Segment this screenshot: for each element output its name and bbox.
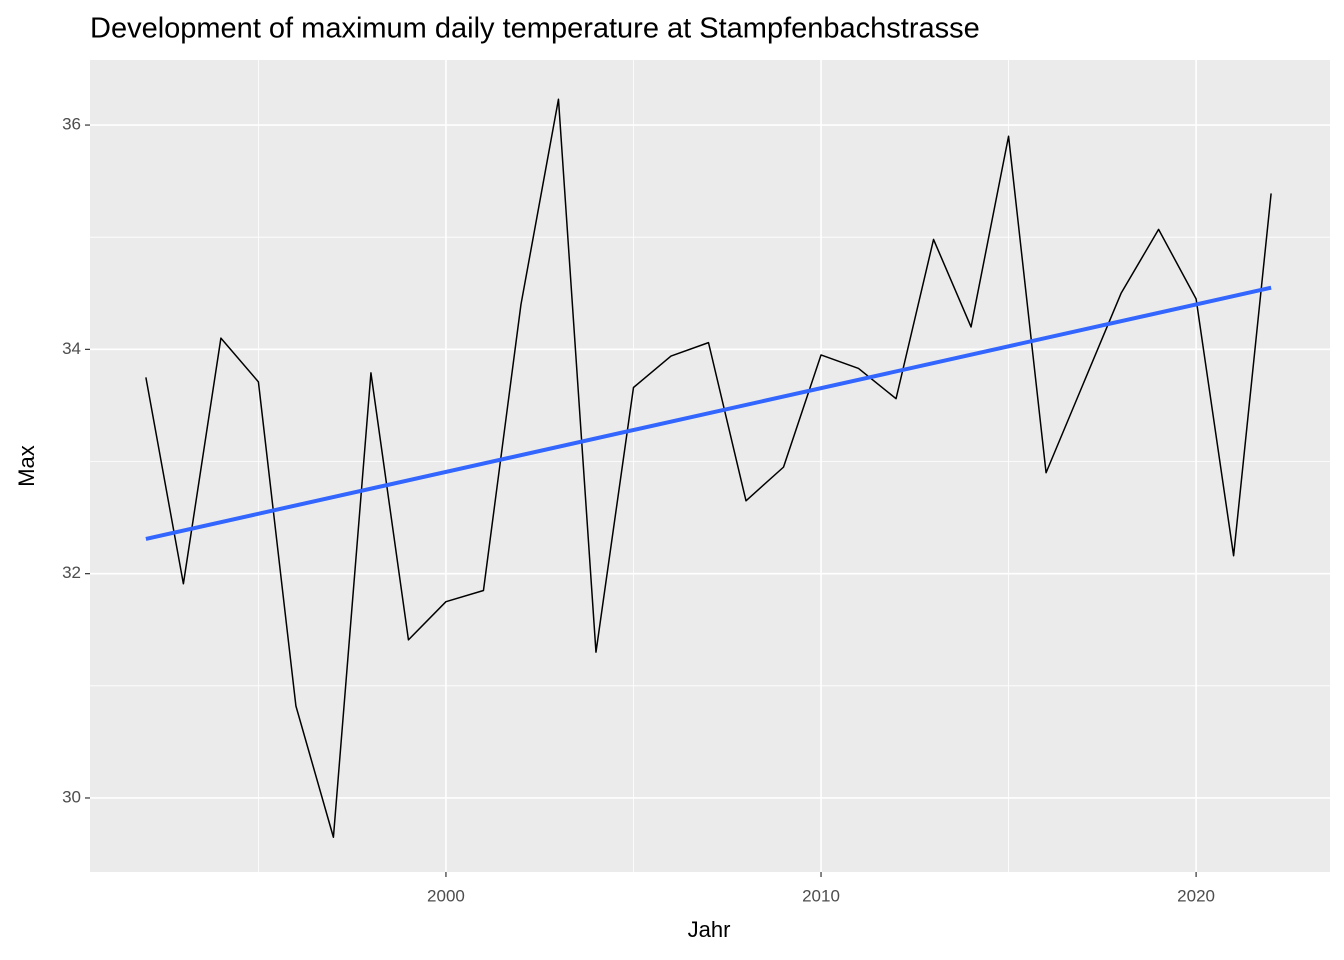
panel	[90, 60, 1330, 872]
y-tick-label: 32	[62, 563, 81, 582]
trend-line	[145, 285, 1272, 541]
y-tick-label: 36	[62, 115, 81, 134]
x-tick-label: 2010	[802, 886, 840, 905]
x-tick-label: 2020	[1177, 886, 1215, 905]
x-axis-title: Jahr	[688, 917, 731, 942]
x-tick-label: 2000	[427, 886, 465, 905]
line	[145, 98, 1272, 838]
y-axis-title: Max	[14, 445, 39, 487]
y-tick-label: 30	[62, 787, 81, 806]
chart-title: Development of maximum daily temperature…	[90, 13, 980, 45]
y-tick-label: 34	[62, 339, 81, 358]
